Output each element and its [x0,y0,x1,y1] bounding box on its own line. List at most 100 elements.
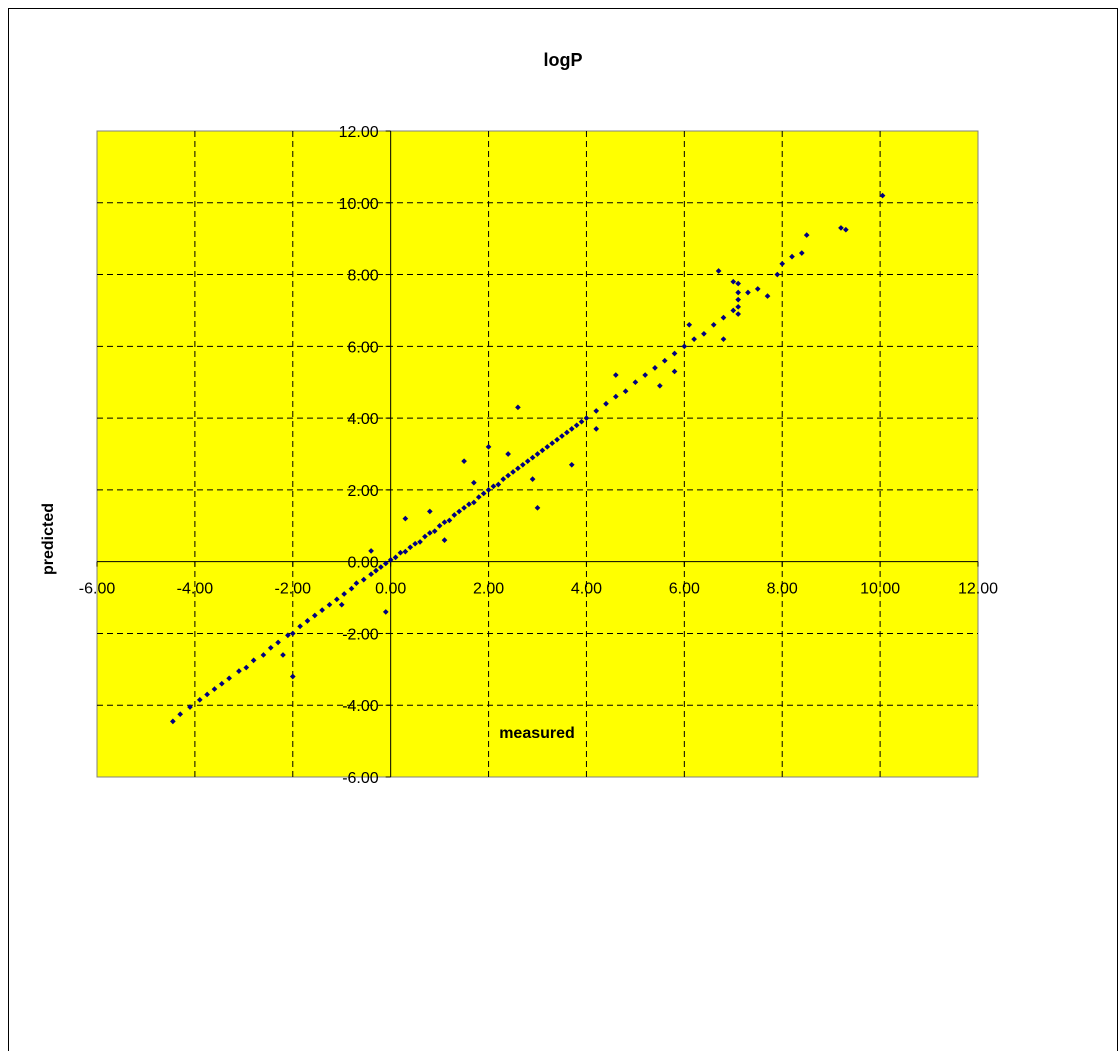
data-point [803,232,810,238]
data-point [397,549,404,556]
data-point [275,639,281,646]
data-point [568,461,575,468]
data-point [326,601,333,608]
data-point [441,519,448,526]
data-point [402,515,409,522]
data-point [243,664,250,671]
data-point [466,501,472,508]
data-point [170,718,176,725]
data-point [671,368,678,375]
y-tick-label: -6.00 [342,770,379,787]
data-point [735,296,742,303]
data-point [338,601,345,608]
data-point [603,400,609,407]
data-point [573,422,580,429]
data-point [304,618,311,624]
data-point [701,330,707,337]
data-point [431,528,438,534]
data-point [622,388,629,395]
data-point [671,350,678,357]
chart-frame [8,8,1118,1051]
y-tick-label: 8.00 [348,268,379,285]
data-point [402,548,409,555]
data-point [360,576,367,583]
data-point [529,454,536,461]
y-axis-label: predicted [40,503,57,575]
data-point [524,458,531,465]
data-point [441,537,448,543]
data-point [515,465,521,472]
data-point [691,336,697,342]
data-point [500,476,507,482]
data-point [461,458,467,465]
data-point [710,321,717,328]
data-point [510,469,516,475]
data-point [289,673,296,680]
data-point [475,494,482,500]
x-tick-label: -2.00 [275,581,312,598]
data-point [789,253,795,260]
data-point [539,447,546,454]
data-point [267,644,274,651]
data-point [204,691,210,698]
data-point [774,271,781,278]
data-point [187,704,193,710]
data-point [382,560,389,567]
y-tick-label: -2.00 [342,626,379,643]
data-point [250,657,257,664]
data-point [534,505,541,511]
data-point [368,571,374,578]
data-point [529,476,536,482]
data-point [378,564,384,570]
data-point [417,539,423,545]
data-point [446,517,453,524]
data-point [720,314,727,321]
data-point [838,225,844,231]
data-point [715,268,722,274]
x-tick-label: -4.00 [177,581,214,598]
data-point [236,668,242,674]
data-point [764,293,771,299]
data-points [170,192,886,725]
data-point [426,508,433,515]
data-point [720,336,727,342]
data-point [218,680,225,687]
x-tick-label: 6.00 [669,581,700,598]
data-point [485,443,492,450]
data-point [798,250,805,256]
data-point [407,544,414,551]
data-point [593,408,600,414]
data-point [485,487,492,493]
x-tick-labels: -6.00 -4.00 -2.00 0.00 2.00 4.00 6.00 8.00 10.00… [79,581,998,598]
data-point [879,192,886,199]
data-point [632,379,639,386]
data-point [368,548,374,554]
data-point [211,686,218,692]
data-point [297,623,303,630]
data-point [661,357,668,364]
data-point [436,522,443,529]
data-point [564,429,570,436]
data-point [534,451,541,457]
data-point [177,711,184,718]
x-tick-label: 8.00 [767,581,798,598]
x-tick-label: 10.00 [860,581,900,598]
y-tick-label: 4.00 [348,411,379,428]
chart-title: logP [544,50,583,70]
data-point [285,632,291,639]
data-point [280,652,286,658]
data-point [382,609,389,615]
data-point [549,440,556,447]
data-point [311,612,318,619]
data-point [373,567,379,574]
data-point [289,630,296,637]
data-point [490,483,497,490]
data-point [196,697,203,703]
data-point [471,499,477,506]
data-point [544,443,551,450]
data-point [319,607,325,613]
x-tick-label: -6.00 [79,581,116,598]
x-tick-label: 4.00 [571,581,602,598]
data-point [554,436,560,443]
